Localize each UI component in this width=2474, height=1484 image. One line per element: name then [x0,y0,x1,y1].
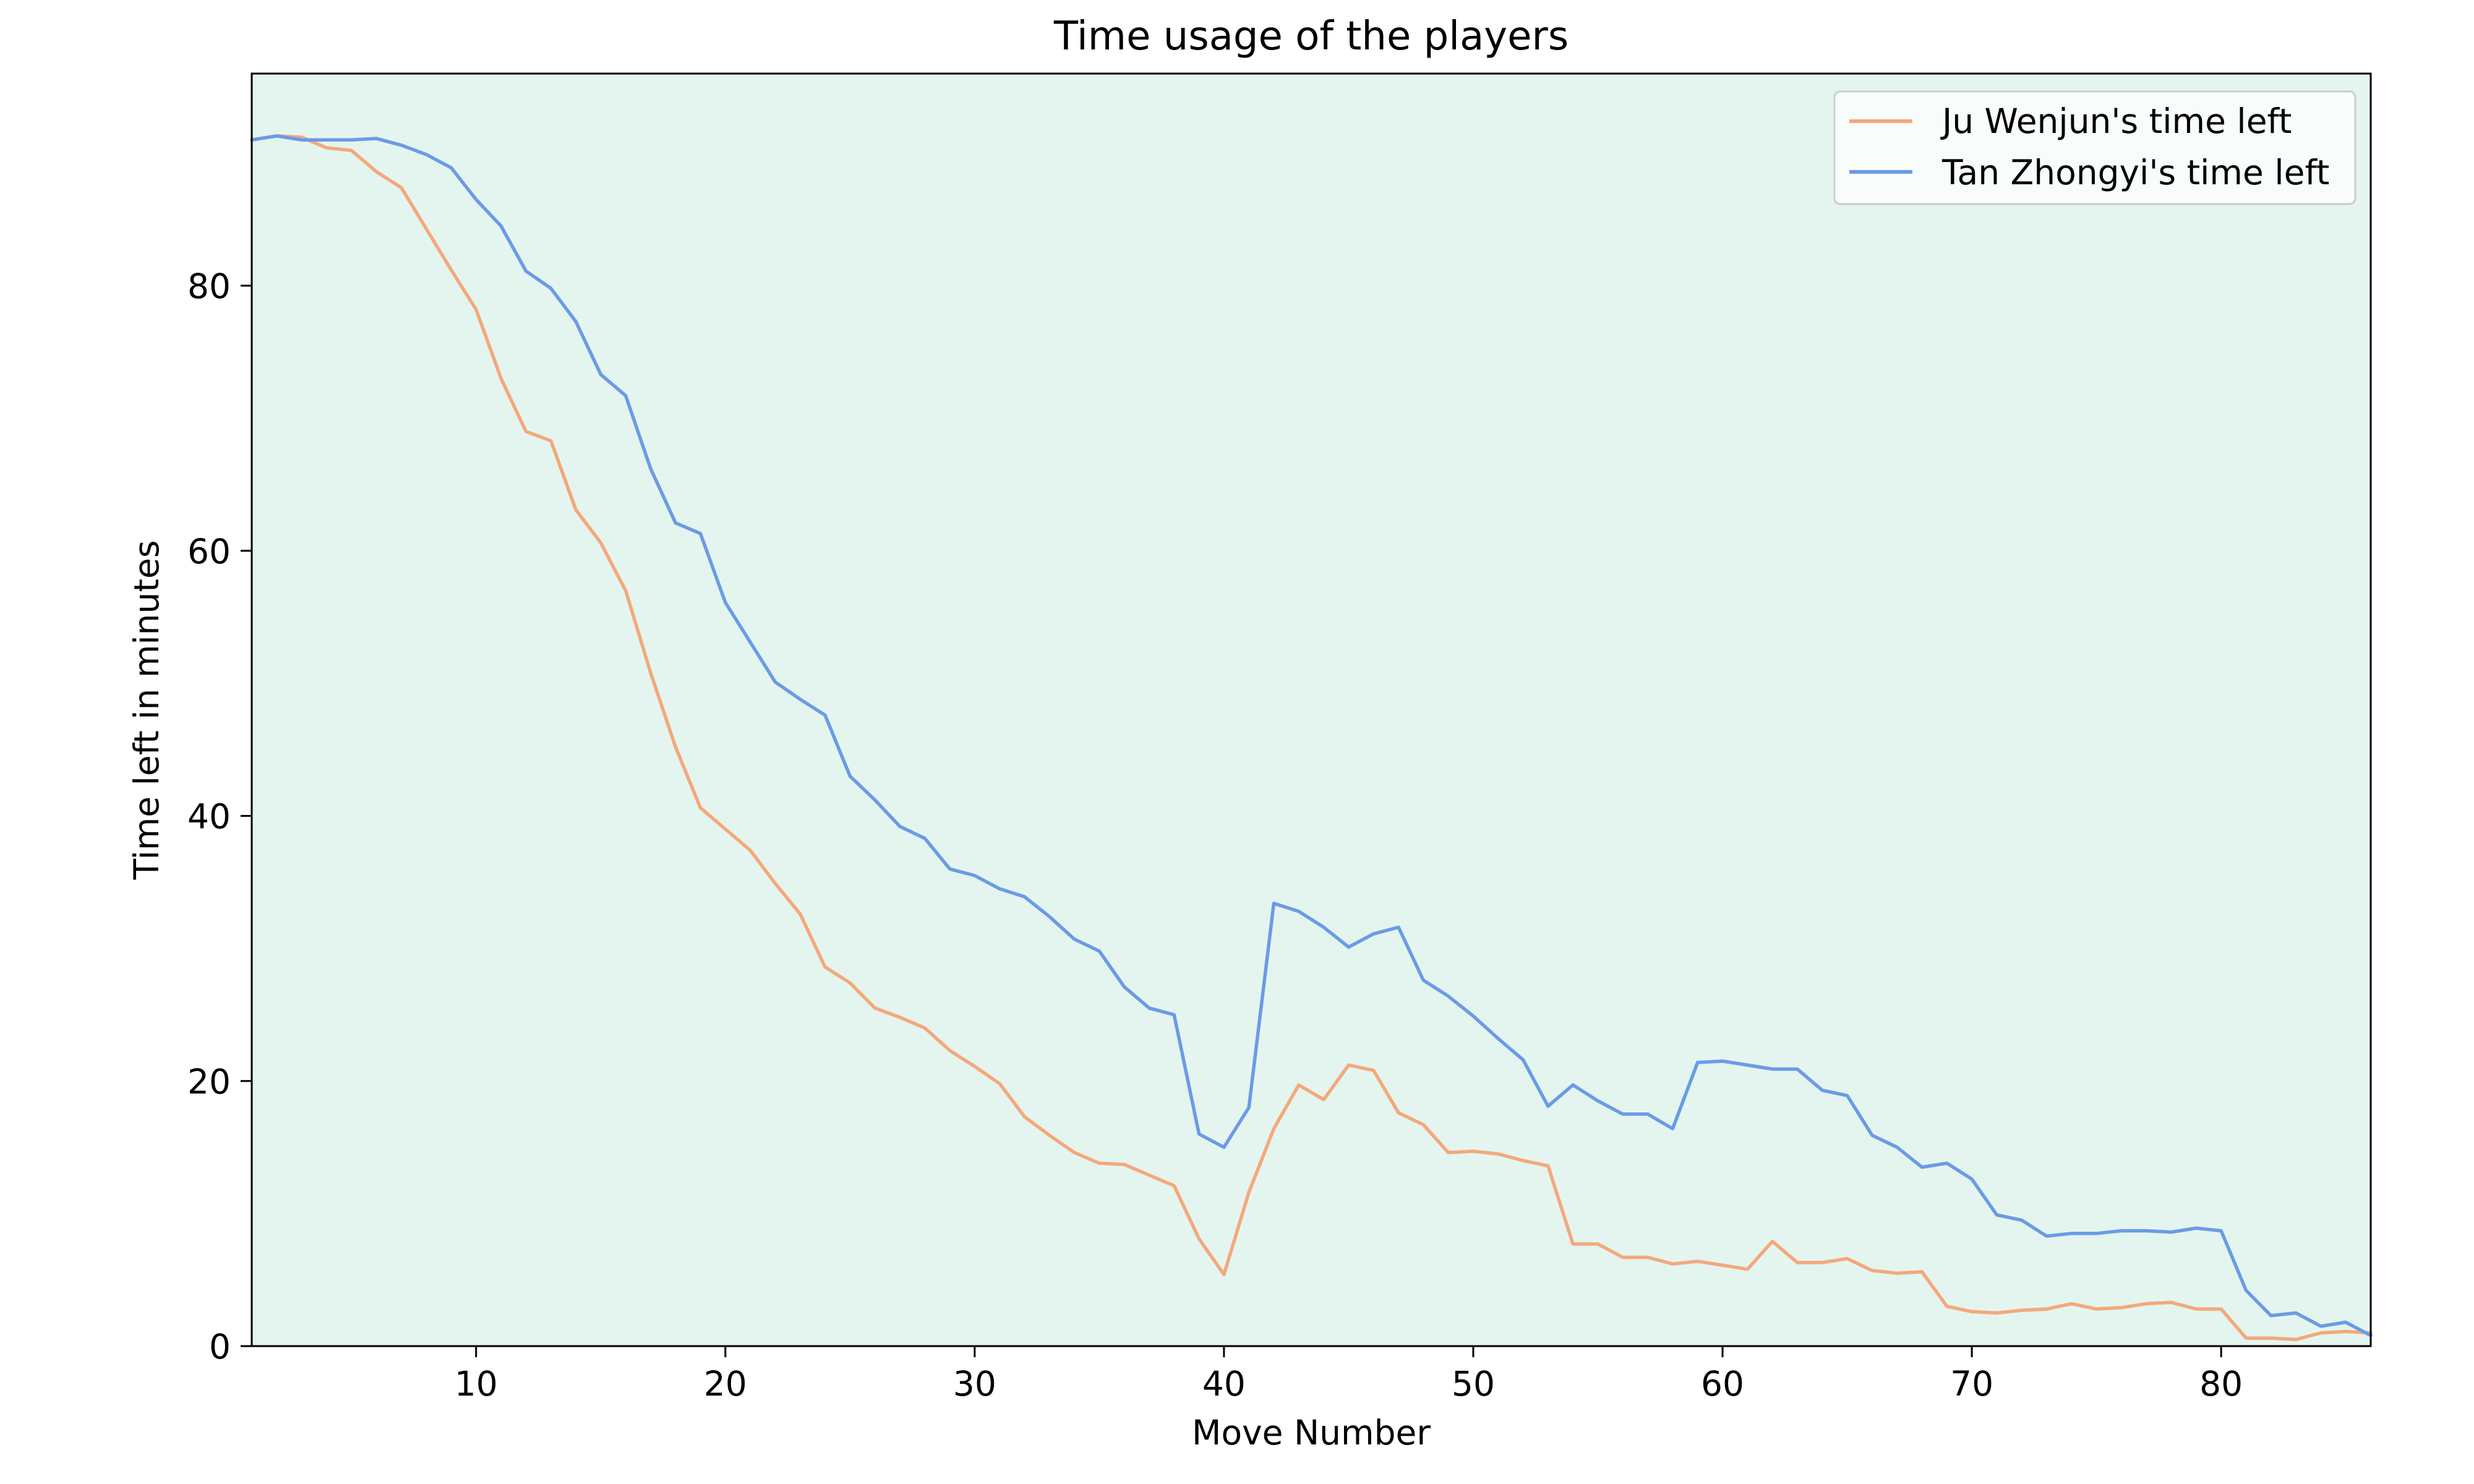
y-axis-ticks: 0 20 40 60 80 [187,267,252,1367]
series-layer [250,134,2373,1342]
x-tick-label: 20 [704,1364,747,1404]
plot-area-background [252,74,2371,1346]
x-tick-label: 70 [1950,1364,1993,1404]
y-axis-label: Time left in minutes [127,540,166,881]
x-tick-label: 80 [2199,1364,2243,1404]
y-tick-label: 80 [187,267,231,306]
x-tick-label: 10 [455,1364,498,1404]
series-line-ju-wenjun [250,134,2373,1342]
legend-label-tan-zhongyi: Tan Zhongyi's time left [1941,153,2329,192]
x-axis-ticks: 10 20 30 40 50 60 70 80 [455,1346,2243,1404]
y-tick-label: 40 [187,797,231,837]
y-tick-label: 0 [209,1327,231,1367]
x-tick-label: 50 [1452,1364,1495,1404]
x-tick-label: 40 [1202,1364,1246,1404]
series-line-tan-zhongyi [250,134,2373,1337]
chart-title: Time usage of the players [1053,14,1569,59]
y-tick-label: 20 [187,1062,231,1101]
x-tick-label: 30 [953,1364,996,1404]
x-axis-label: Move Number [1192,1413,1431,1452]
legend: Ju Wenjun's time left Tan Zhongyi's time… [1833,90,2356,205]
legend-box [1833,90,2356,205]
y-tick-label: 60 [187,532,231,571]
plot-area-frame [250,72,2372,1347]
x-tick-label: 60 [1701,1364,1744,1404]
legend-label-ju-wenjun: Ju Wenjun's time left [1940,101,2292,141]
